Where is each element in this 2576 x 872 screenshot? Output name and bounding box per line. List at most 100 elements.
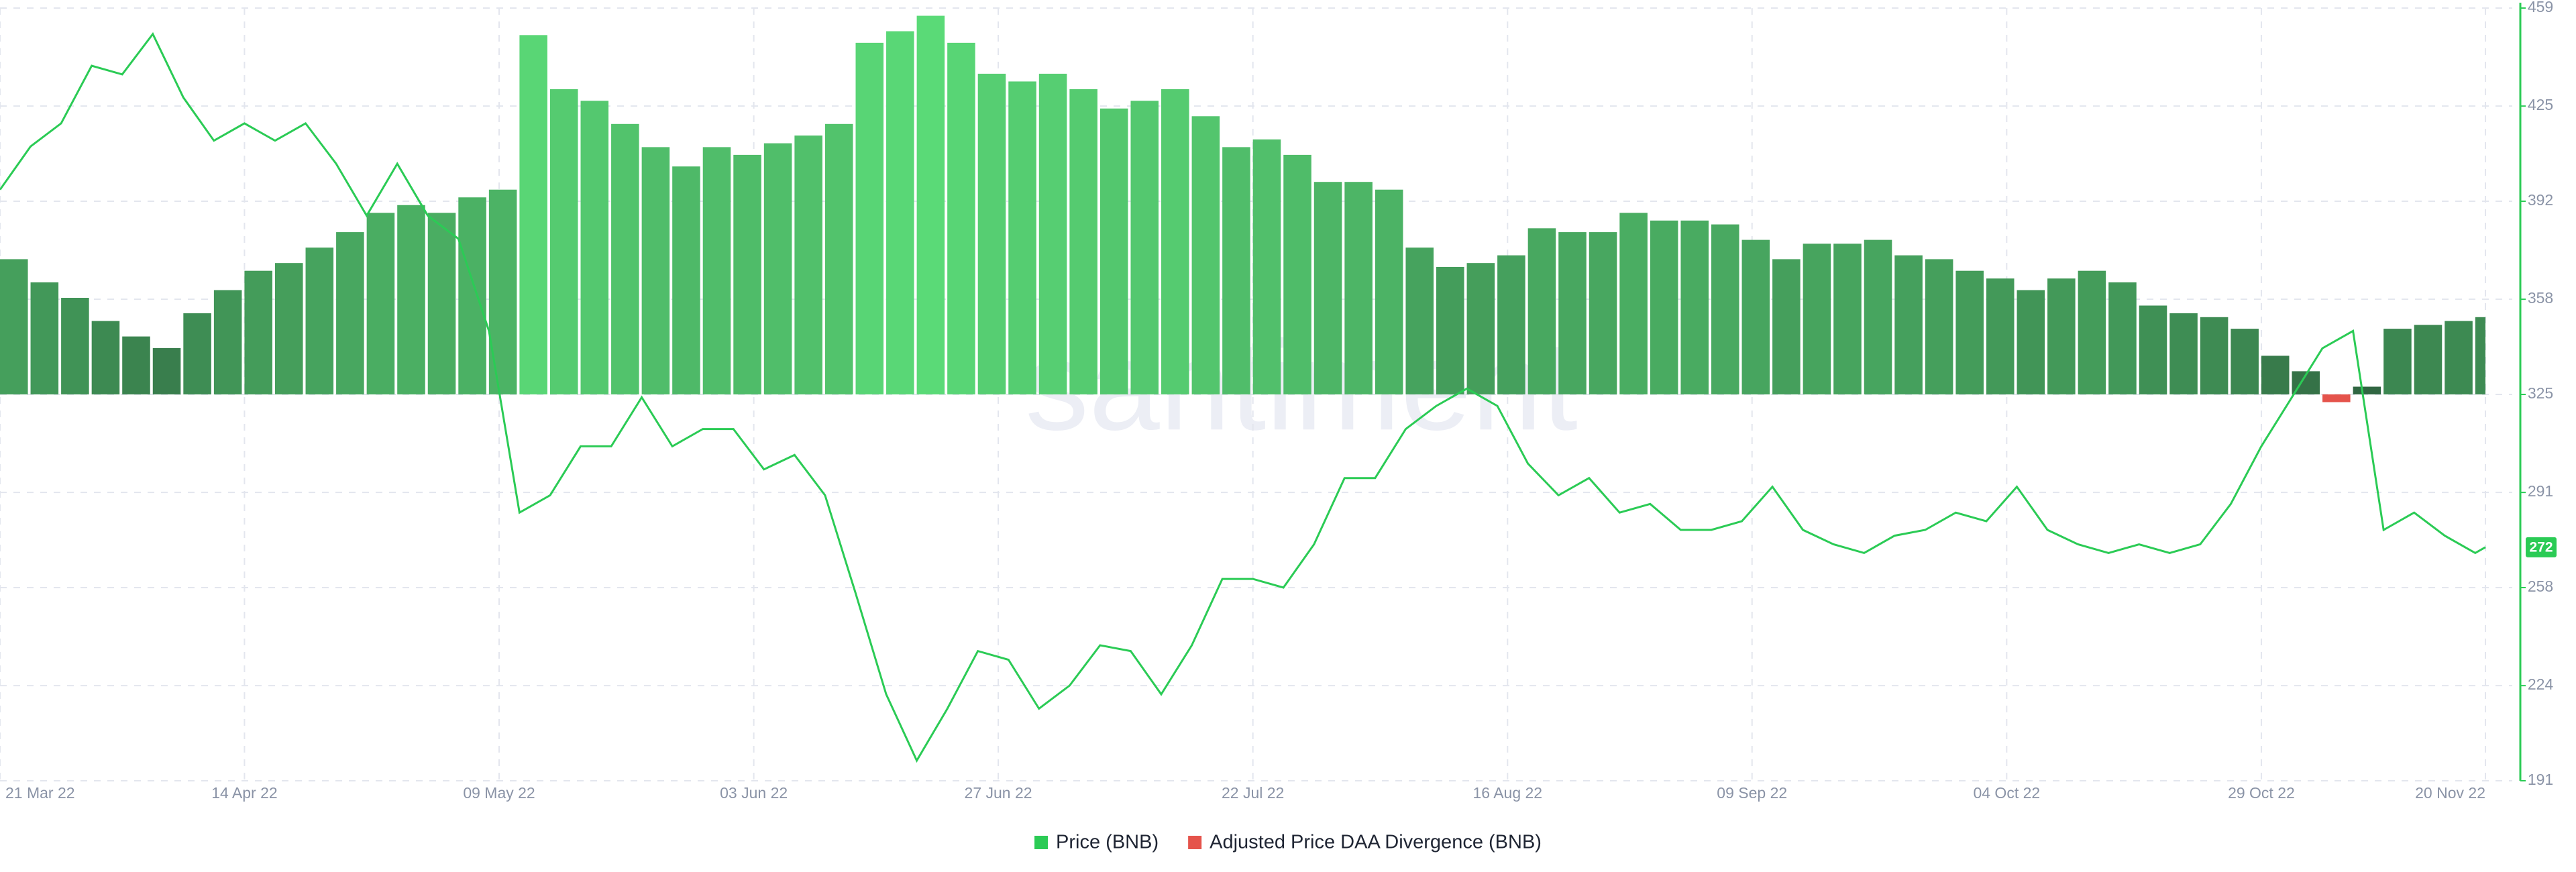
divergence-bar xyxy=(1099,108,1128,394)
divergence-bar xyxy=(2231,329,2259,394)
divergence-bar xyxy=(1038,73,1067,395)
divergence-bar xyxy=(2353,386,2381,394)
divergence-bar xyxy=(1833,243,1862,394)
divergence-bar xyxy=(397,205,425,394)
divergence-bar xyxy=(366,213,395,394)
divergence-bar xyxy=(2017,290,2045,394)
divergence-bar xyxy=(641,147,670,395)
divergence-bar xyxy=(1619,213,1648,394)
y-tick-label: 191 xyxy=(2528,771,2553,788)
divergence-bar xyxy=(274,263,303,394)
divergence-bar xyxy=(763,143,792,394)
divergence-bar xyxy=(61,298,89,394)
legend-label: Price (BNB) xyxy=(1056,832,1159,853)
divergence-bar xyxy=(1222,147,1250,395)
divergence-bar xyxy=(1558,232,1587,394)
x-tick-label: 04 Oct 22 xyxy=(1973,784,2040,802)
divergence-bar xyxy=(1680,220,1709,394)
divergence-bar xyxy=(1008,81,1036,394)
y-tick-label: 425 xyxy=(2528,96,2553,113)
divergence-bar xyxy=(1283,154,1311,394)
divergence-bar xyxy=(1130,101,1159,395)
divergence-bar xyxy=(152,347,181,394)
divergence-bar xyxy=(30,282,59,394)
divergence-bar xyxy=(122,336,150,394)
divergence-bar xyxy=(336,232,364,394)
divergence-bar xyxy=(488,189,517,394)
y-tick-label: 459 xyxy=(2528,0,2553,15)
divergence-bar xyxy=(916,15,945,394)
divergence-bar xyxy=(2047,278,2076,394)
divergence-bar xyxy=(2200,317,2229,394)
divergence-bar xyxy=(1864,239,1892,394)
price-line xyxy=(0,32,2486,763)
divergence-bar xyxy=(1650,220,1678,394)
divergence-bar xyxy=(2139,305,2167,394)
divergence-bar xyxy=(733,154,761,394)
x-tick-label: 21 Mar 22 xyxy=(5,784,75,802)
x-tick-label: 09 May 22 xyxy=(463,784,535,802)
y-tick-label: 392 xyxy=(2528,191,2553,209)
divergence-bar xyxy=(702,147,731,395)
divergence-bar xyxy=(549,89,578,394)
x-tick-label: 14 Apr 22 xyxy=(211,784,277,802)
divergence-bar xyxy=(2414,325,2443,394)
divergence-bar xyxy=(1925,259,1953,394)
divergence-bar xyxy=(1375,189,1403,394)
divergence-bar xyxy=(183,313,211,394)
y-tick-label: 224 xyxy=(2528,675,2554,693)
divergence-bar xyxy=(458,197,486,394)
divergence-bar xyxy=(1711,224,1739,394)
last-value-label: 272 xyxy=(2529,539,2553,555)
divergence-bar xyxy=(427,213,456,394)
divergence-bar xyxy=(1772,259,1801,394)
y-tick-label: 325 xyxy=(2528,384,2553,402)
divergence-bar xyxy=(2322,394,2351,402)
divergence-bar xyxy=(1741,239,1770,394)
divergence-bar xyxy=(2445,321,2473,394)
divergence-bar xyxy=(519,35,547,394)
x-tick-label: 09 Sep 22 xyxy=(1717,784,1787,802)
divergence-bar xyxy=(2475,317,2485,394)
legend-swatch xyxy=(1034,836,1049,849)
divergence-bar xyxy=(2078,270,2106,394)
divergence-bar xyxy=(0,259,28,394)
legend-label: Adjusted Price DAA Divergence (BNB) xyxy=(1210,832,1542,853)
divergence-bar xyxy=(305,248,334,394)
divergence-bar xyxy=(886,31,914,395)
divergence-bar xyxy=(1313,182,1342,394)
divergence-bar xyxy=(1405,248,1434,394)
x-tick-label: 22 Jul 22 xyxy=(1222,784,1284,802)
x-tick-label: 03 Jun 22 xyxy=(720,784,788,802)
y-tick-label: 291 xyxy=(2528,482,2553,500)
divergence-bar xyxy=(824,123,853,395)
divergence-bar xyxy=(1161,89,1189,394)
divergence-bar xyxy=(2108,282,2137,394)
x-tick-label: 27 Jun 22 xyxy=(965,784,1032,802)
last-value-tag xyxy=(2526,537,2557,557)
x-tick-label: 16 Aug 22 xyxy=(1472,784,1542,802)
divergence-bar xyxy=(1436,266,1464,394)
divergence-bar xyxy=(947,42,975,394)
divergence-bar xyxy=(672,166,700,394)
divergence-bar xyxy=(2169,313,2198,394)
divergence-bar xyxy=(91,321,120,394)
divergence-bar xyxy=(855,42,884,394)
divergence-bar xyxy=(1527,228,1556,394)
divergence-bar xyxy=(1497,255,1525,394)
y-tick-label: 258 xyxy=(2528,578,2553,595)
divergence-bar xyxy=(2383,329,2412,394)
divergence-bar xyxy=(1803,243,1831,394)
legend: Price (BNB) Adjusted Price DAA Divergence… xyxy=(1034,832,1542,853)
y-tick-label: 358 xyxy=(2528,289,2553,307)
divergence-bar xyxy=(1252,139,1281,394)
divergence-bar xyxy=(794,135,822,394)
divergence-bar xyxy=(977,73,1006,395)
divergence-bar xyxy=(611,123,639,395)
divergence-bar xyxy=(1955,270,1984,394)
divergence-bar xyxy=(1466,263,1495,394)
divergence-bar xyxy=(1986,278,2015,394)
divergence-bar xyxy=(244,270,272,394)
divergence-bar xyxy=(213,290,242,394)
